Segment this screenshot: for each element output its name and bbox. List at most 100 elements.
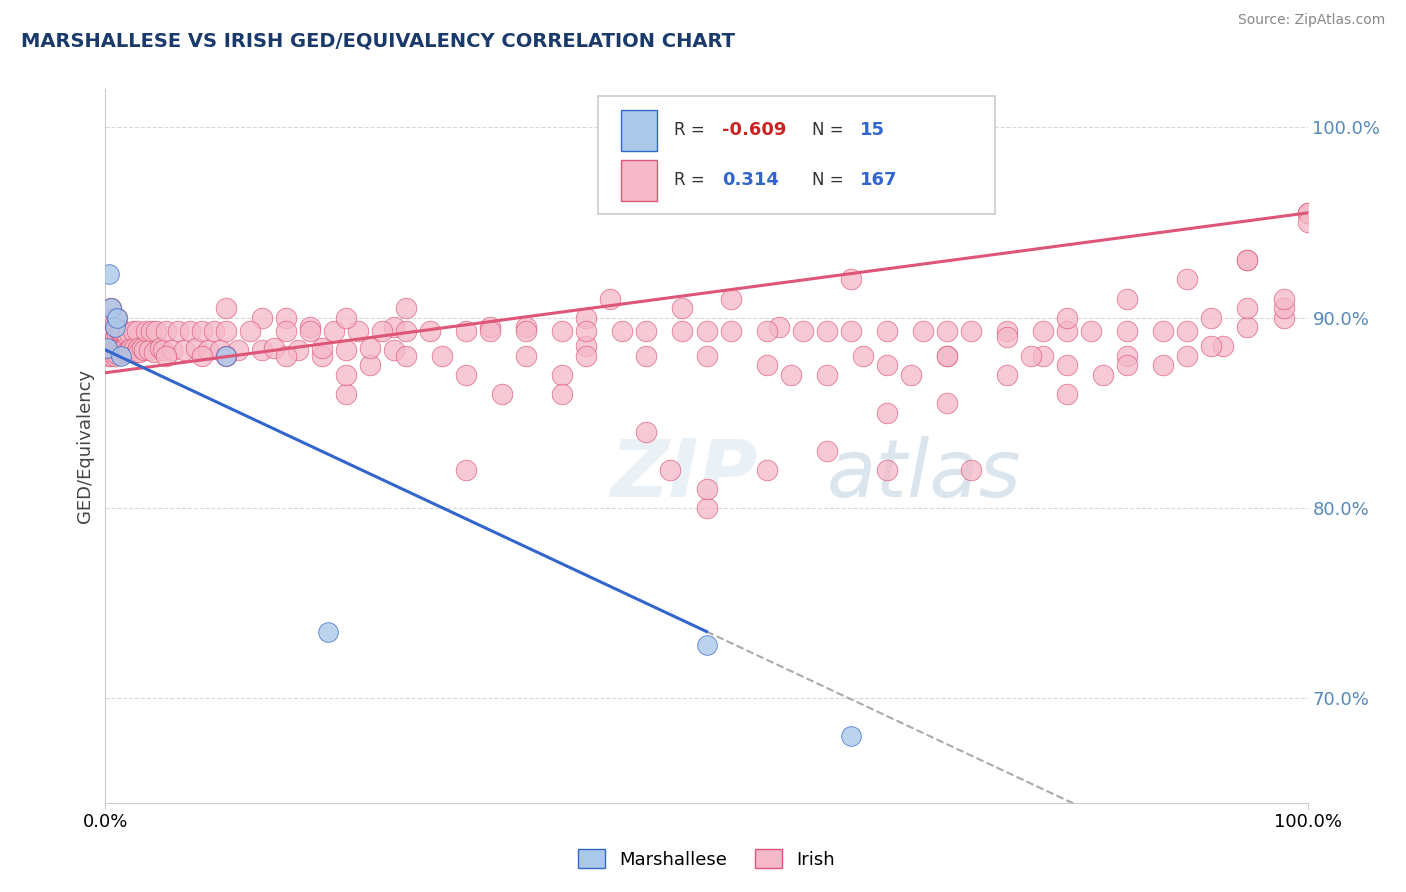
Point <box>127 341 149 355</box>
Point <box>250 310 273 325</box>
Text: N =: N = <box>813 171 849 189</box>
Point <box>112 344 135 359</box>
Text: -0.609: -0.609 <box>723 121 786 139</box>
Point <box>107 341 129 355</box>
Point <box>960 324 983 338</box>
Point <box>696 349 718 363</box>
Point <box>100 329 122 343</box>
Point <box>1296 215 1319 229</box>
Point <box>671 301 693 315</box>
Point <box>839 729 862 743</box>
Point <box>696 482 718 496</box>
Point <box>97 335 120 350</box>
Point <box>96 341 118 355</box>
Point <box>1056 386 1078 401</box>
Point <box>98 267 121 281</box>
Point <box>1201 339 1223 353</box>
Point <box>347 324 370 338</box>
Point <box>239 324 262 338</box>
Point <box>115 344 138 359</box>
Point <box>138 343 160 357</box>
Point <box>98 349 121 363</box>
Point <box>1212 339 1234 353</box>
Point <box>599 292 621 306</box>
Point <box>936 349 959 363</box>
Point <box>214 349 236 363</box>
Point <box>96 344 118 359</box>
Text: ZIP: ZIP <box>610 435 758 514</box>
Point <box>103 310 125 325</box>
Point <box>696 324 718 338</box>
Point <box>768 320 790 334</box>
Point <box>612 324 634 338</box>
Point <box>98 344 121 359</box>
Point <box>274 324 297 338</box>
Point <box>995 329 1018 343</box>
Point <box>454 324 477 338</box>
Point <box>1032 349 1054 363</box>
Point <box>214 324 236 338</box>
Point <box>100 318 122 333</box>
Point <box>636 425 658 439</box>
Point <box>755 358 778 372</box>
Point <box>515 324 537 338</box>
Point <box>214 301 236 315</box>
Point <box>104 349 127 363</box>
Point <box>779 368 801 382</box>
Point <box>108 324 131 338</box>
Text: MARSHALLESE VS IRISH GED/EQUIVALENCY CORRELATION CHART: MARSHALLESE VS IRISH GED/EQUIVALENCY COR… <box>21 31 735 50</box>
Point <box>142 344 165 359</box>
Point <box>1236 301 1258 315</box>
Point <box>197 343 219 357</box>
Point <box>936 324 959 338</box>
Point <box>815 324 838 338</box>
Point <box>1272 310 1295 325</box>
Point <box>101 327 124 342</box>
Point <box>120 341 142 355</box>
Point <box>103 326 125 340</box>
Point <box>121 344 143 359</box>
Point <box>110 349 132 363</box>
Point <box>107 327 129 342</box>
Text: Source: ZipAtlas.com: Source: ZipAtlas.com <box>1237 13 1385 28</box>
Point <box>125 324 148 338</box>
Point <box>936 349 959 363</box>
Point <box>479 320 502 334</box>
Point <box>97 324 120 338</box>
Text: atlas: atlas <box>827 435 1022 514</box>
Point <box>1272 301 1295 315</box>
Point <box>124 344 146 359</box>
Point <box>395 324 418 338</box>
Point <box>696 500 718 515</box>
Point <box>208 343 231 357</box>
Point <box>190 324 212 338</box>
Point <box>110 347 132 361</box>
Point <box>1032 324 1054 338</box>
Point <box>852 349 875 363</box>
Point <box>515 349 537 363</box>
Text: 167: 167 <box>860 171 898 189</box>
Point <box>659 463 682 477</box>
Point <box>1092 368 1115 382</box>
Point <box>122 324 145 338</box>
Point <box>107 347 129 361</box>
Point <box>395 349 418 363</box>
Point <box>111 343 134 357</box>
Point <box>1296 206 1319 220</box>
Point <box>118 326 141 340</box>
Point <box>124 341 146 355</box>
Point <box>1116 358 1139 372</box>
Point <box>1236 253 1258 268</box>
Point <box>98 318 121 333</box>
Point <box>1201 310 1223 325</box>
Point <box>575 310 598 325</box>
Point <box>148 341 170 355</box>
FancyBboxPatch shape <box>621 110 657 151</box>
Point <box>114 341 136 355</box>
Point <box>110 324 132 338</box>
Point <box>815 443 838 458</box>
Point <box>105 322 128 336</box>
Point <box>1056 358 1078 372</box>
Point <box>311 341 333 355</box>
Point <box>263 341 285 355</box>
